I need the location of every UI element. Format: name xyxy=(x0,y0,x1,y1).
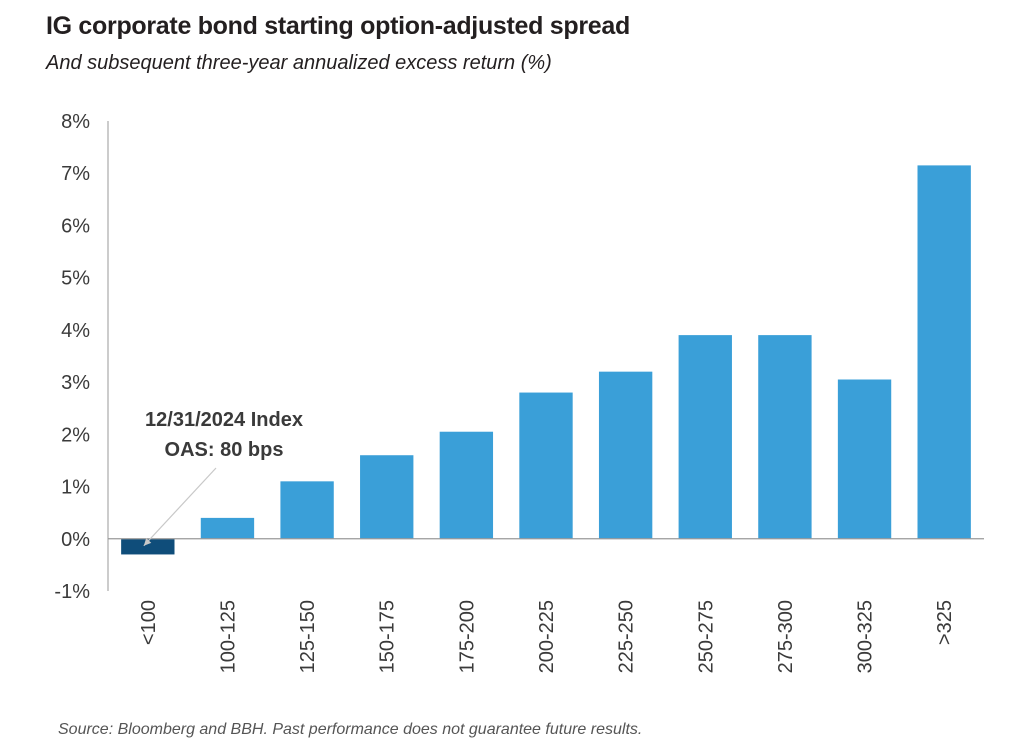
annotation-pointer xyxy=(143,467,217,547)
y-tick-label: 3% xyxy=(61,372,90,394)
x-tick-label: 100-125 xyxy=(217,600,239,673)
source-note: Source: Bloomberg and BBH. Past performa… xyxy=(58,721,643,738)
x-axis: <100 100-125 125-150 150-175 175-200 200-225 2… xyxy=(108,538,984,673)
bar xyxy=(200,517,255,539)
annotation: 12/31/2024 Index OAS: 80 bps xyxy=(143,409,303,547)
annotation-label: OAS: 80 bps xyxy=(165,439,284,461)
bar xyxy=(917,165,971,539)
bar xyxy=(439,431,494,539)
chart-title: IG corporate bond starting option-adjust… xyxy=(46,12,630,40)
y-tick-label: 7% xyxy=(61,163,90,185)
bar xyxy=(360,455,414,539)
annotation-arrowhead xyxy=(143,538,152,546)
x-tick-label: 250-275 xyxy=(695,600,717,673)
bar xyxy=(121,538,175,555)
x-tick-label: 150-175 xyxy=(377,600,399,673)
x-tick-label: 175-200 xyxy=(456,600,478,673)
y-tick-label: 2% xyxy=(61,424,90,446)
bar xyxy=(758,335,812,539)
bars xyxy=(121,165,971,555)
y-tick-label: 4% xyxy=(61,320,90,342)
bar xyxy=(678,335,732,539)
y-tick-label: -1% xyxy=(54,581,90,603)
x-tick-label: 300-325 xyxy=(855,600,877,673)
y-tick-label: 5% xyxy=(61,268,90,290)
y-tick-label: 8% xyxy=(61,111,90,133)
chart-subtitle: And subsequent three-year annualized exc… xyxy=(46,52,552,74)
bar xyxy=(598,371,653,539)
y-tick-label: 6% xyxy=(61,215,90,237)
x-tick-label: 125-150 xyxy=(297,600,319,673)
x-tick-label: 200-225 xyxy=(536,600,558,673)
bar xyxy=(837,379,892,539)
x-tick-label: >325 xyxy=(934,600,956,645)
x-tick-label: 225-250 xyxy=(616,600,638,673)
y-axis: -1% 0% 1% 2% 3% 4% 5% 6% 7% 8% xyxy=(54,111,109,603)
bar xyxy=(280,481,334,539)
x-tick-label: <100 xyxy=(138,600,160,645)
x-tick-label: 275-300 xyxy=(775,600,797,673)
y-tick-label: 1% xyxy=(61,477,90,499)
y-tick-label: 0% xyxy=(61,529,90,551)
bar xyxy=(519,392,573,539)
annotation-label: 12/31/2024 Index xyxy=(145,409,303,431)
